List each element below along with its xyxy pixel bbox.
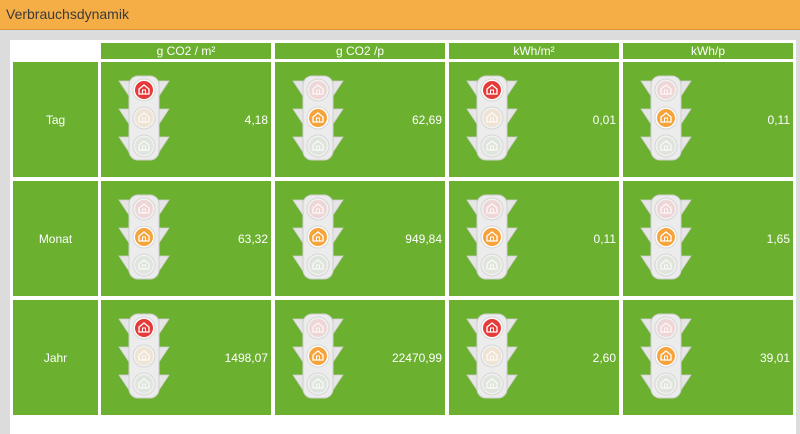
column-header-kwh-m2: kWh/m²: [449, 43, 619, 59]
cell-value: 4,18: [244, 112, 268, 127]
traffic-light-yellow-icon: [117, 194, 171, 280]
table-cell: 2,60: [449, 300, 619, 415]
row-header-tag: Tag: [13, 62, 98, 177]
traffic-light-yellow-icon: [291, 313, 345, 399]
cell-value: 1498,07: [224, 350, 268, 365]
table-cell: 949,84: [275, 181, 445, 296]
cell-value: 0,01: [592, 112, 616, 127]
cell-value: 1,65: [766, 231, 790, 246]
cell-value: 63,32: [237, 231, 268, 246]
traffic-light-red-icon: [117, 75, 171, 161]
traffic-light-yellow-icon: [291, 194, 345, 280]
traffic-light-red-icon: [465, 75, 519, 161]
page-header: Verbrauchsdynamik: [0, 0, 800, 30]
traffic-light-red-icon: [117, 313, 171, 399]
traffic-light-yellow-icon: [639, 75, 693, 161]
row-header-jahr: Jahr: [13, 300, 98, 415]
traffic-light-yellow-icon: [465, 194, 519, 280]
row-header-monat: Monat: [13, 181, 98, 296]
table-cell: 63,32: [101, 181, 271, 296]
table-cell: 39,01: [623, 300, 793, 415]
cell-value: 39,01: [759, 350, 790, 365]
row-label: Monat: [38, 231, 73, 246]
table-cell: 1498,07: [101, 300, 271, 415]
traffic-light-yellow-icon: [291, 75, 345, 161]
cell-value: 0,11: [593, 231, 616, 246]
table-cell: 0,11: [449, 181, 619, 296]
traffic-light-yellow-icon: [639, 313, 693, 399]
cell-value: 22470,99: [391, 350, 442, 365]
column-header-co2-p: g CO2 /p: [275, 43, 445, 59]
page-title: Verbrauchsdynamik: [6, 6, 129, 22]
table-cell: 62,69: [275, 62, 445, 177]
traffic-light-yellow-icon: [639, 194, 693, 280]
table-cell: 4,18: [101, 62, 271, 177]
cell-value: 949,84: [405, 231, 442, 246]
row-label: Jahr: [43, 350, 68, 365]
table-cell: 1,65: [623, 181, 793, 296]
consumption-table: g CO2 / m² g CO2 /p kWh/m² kWh/p Tag Mon…: [10, 40, 796, 434]
column-header-co2-m2: g CO2 / m²: [101, 43, 271, 59]
traffic-light-red-icon: [465, 313, 519, 399]
cell-value: 62,69: [411, 112, 442, 127]
table-cell: 0,01: [449, 62, 619, 177]
table-cell: 0,11: [623, 62, 793, 177]
cell-value: 0,11: [767, 112, 790, 127]
row-label: Tag: [45, 112, 66, 127]
table-corner: [13, 43, 98, 59]
cell-value: 2,60: [592, 350, 616, 365]
column-header-kwh-p: kWh/p: [623, 43, 793, 59]
table-cell: 22470,99: [275, 300, 445, 415]
